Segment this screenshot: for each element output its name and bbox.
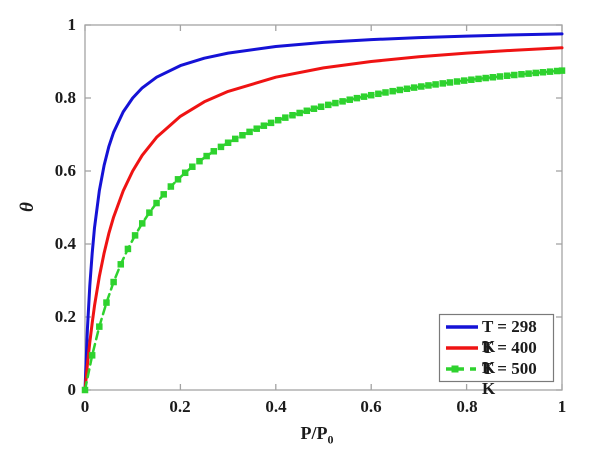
legend-label-500k: T = 500 K (482, 359, 537, 398)
y-tick-label-1: 0.2 (54, 307, 76, 326)
y-tick-label-0: 0 (67, 380, 77, 399)
plot-box (84, 24, 563, 391)
x-tick-label-5: 1 (557, 397, 567, 416)
x-axis-label-main: P/P (300, 423, 328, 443)
x-tick-label-2: 0.4 (265, 397, 287, 416)
x-tick-label-0: 0 (80, 397, 90, 416)
series-line-1 (83, 46, 564, 392)
series-line-0 (83, 32, 564, 392)
y-tick-label-4: 0.8 (54, 88, 76, 107)
y-tick-label-5: 1 (67, 15, 77, 34)
x-tick-label-1: 0.2 (169, 397, 191, 416)
legend-label-298k: T = 298 K (482, 317, 537, 356)
x-axis-label-subscript: 0 (327, 432, 334, 447)
y-axis-label: θ (17, 202, 38, 212)
series-markers-2 (81, 67, 566, 394)
x-tick-label-4: 0.8 (456, 397, 478, 416)
legend-swatch-marker-2 (451, 365, 459, 373)
y-tick-label-2: 0.4 (54, 234, 76, 253)
y-tick-label-3: 0.6 (54, 161, 76, 180)
legend-label-400k: T = 400 K (482, 338, 537, 377)
x-axis-label: P/P0 (257, 423, 377, 448)
x-tick-label-3: 0.6 (360, 397, 382, 416)
